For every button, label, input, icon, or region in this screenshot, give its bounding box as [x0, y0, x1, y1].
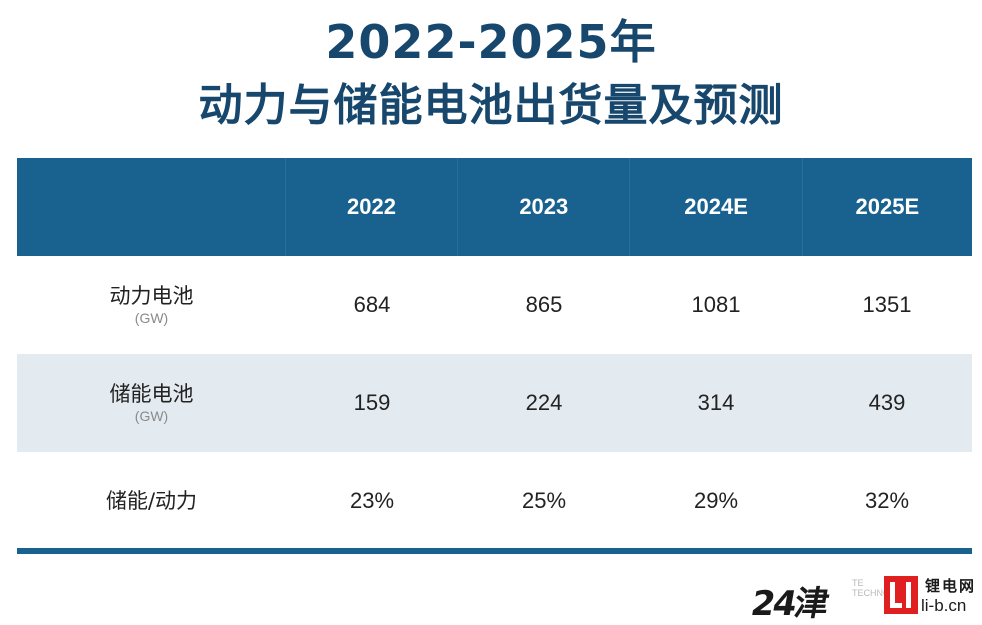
value-cell: 1081 — [691, 292, 741, 317]
table-row-storage-battery: 储能电池 (GW) 159 224 314 439 — [17, 354, 972, 452]
row-label-cell: 储能/动力 — [17, 452, 286, 550]
row-label: 储能/动力 — [105, 489, 198, 513]
header-cell-2023: 2023 — [457, 158, 629, 256]
row-unit: (GW) — [134, 408, 169, 424]
value-cell: 684 — [353, 292, 391, 317]
header-cell-2022: 2022 — [284, 158, 457, 256]
value-cell: 159 — [353, 390, 391, 415]
value-cell: 865 — [525, 292, 563, 317]
watermark-site-name: 锂电网 — [925, 577, 977, 595]
value-cell: 1351 — [862, 292, 912, 317]
value-cell: 25% — [521, 488, 567, 513]
value-cell: 29% — [693, 488, 739, 513]
row-unit: (GW) — [134, 310, 169, 326]
table-bottom-rule — [17, 548, 972, 554]
table-row-ratio: 储能/动力 23% 25% 29% 32% — [17, 452, 972, 550]
header-cell-2024e: 2024E — [629, 158, 801, 256]
value-cell: 32% — [864, 488, 910, 513]
value-cell: 23% — [349, 488, 395, 513]
table-row-power-battery: 动力电池 (GW) 684 865 1081 1351 — [17, 256, 972, 354]
value-cell: 224 — [525, 390, 563, 415]
title-line-2: 动力与储能电池出货量及预测 — [198, 80, 784, 131]
row-label-cell: 动力电池 (GW) — [17, 256, 286, 354]
row-label: 动力电池 — [109, 284, 194, 308]
value-cell: 439 — [868, 390, 906, 415]
header-cell-empty — [17, 158, 285, 256]
watermark-url: li-b.cn — [921, 596, 967, 615]
watermark-faint-line-1: TE — [852, 578, 864, 588]
header-cell-2025e: 2025E — [801, 158, 972, 256]
table-header-row: 2022 2023 2024E 2025E — [17, 158, 972, 256]
watermark-faint-text: TE TECHNOLOGY — [852, 578, 915, 598]
row-label-cell: 储能电池 (GW) — [17, 354, 286, 452]
watermark-number: 24津 — [747, 584, 831, 624]
title-line-1: 2022-2025年 — [325, 15, 657, 69]
row-label: 储能电池 — [109, 382, 194, 406]
value-cell: 314 — [697, 390, 735, 415]
shipment-table: 2022 2023 2024E 2025E 动力电池 (GW) 684 865 … — [17, 158, 972, 550]
li-logo-icon — [884, 576, 918, 614]
watermark-faint-line-2: TECHNOLOGY — [852, 588, 916, 598]
